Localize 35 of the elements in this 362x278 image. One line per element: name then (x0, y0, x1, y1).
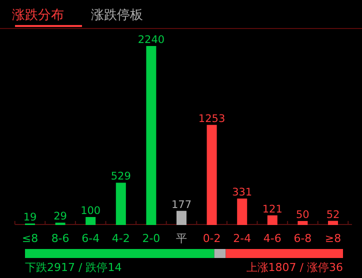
text: 上涨1807 / 涨停36 (246, 261, 343, 274)
data-label: 50 (296, 209, 310, 222)
bar (298, 221, 308, 225)
x-tick-label: 2-0 (142, 232, 160, 245)
data-label: 529 (110, 170, 131, 183)
data-label: 177 (171, 198, 192, 211)
bar (237, 198, 248, 225)
x-tick-label: 8-6 (51, 232, 70, 245)
data-label: 52 (326, 208, 340, 221)
chart-subtitle: 涨跌停板 (91, 8, 143, 23)
data-label: 2240 (138, 34, 165, 46)
x-tick-label: 4-6 (263, 232, 282, 245)
data-label: 19 (23, 211, 37, 224)
bar (176, 210, 186, 225)
bar (146, 46, 156, 225)
x-tick-label: 6-8 (294, 232, 312, 245)
x-tick-label: 2-4 (233, 232, 252, 245)
data-label: 331 (232, 186, 252, 199)
x-tick-label: 6-4 (82, 232, 100, 245)
chart-title: 涨跌分布 (12, 8, 64, 23)
x-tick-label: ≤8 (22, 232, 38, 245)
bar (206, 124, 217, 225)
bar (267, 215, 278, 225)
x-tick-label: 平 (176, 232, 187, 245)
bar (116, 182, 126, 225)
bar (86, 217, 96, 225)
data-label: 100 (80, 205, 101, 218)
x-tick-label: ≥8 (324, 232, 342, 245)
x-tick-label: 0-2 (202, 232, 221, 245)
data-label: 121 (262, 203, 282, 216)
data-label: 1253 (198, 112, 226, 125)
data-label: 29 (54, 210, 67, 223)
text: 下跌2917 / 跌停14 (25, 261, 122, 274)
bar (328, 220, 338, 225)
x-tick-label: 4-2 (112, 232, 130, 245)
